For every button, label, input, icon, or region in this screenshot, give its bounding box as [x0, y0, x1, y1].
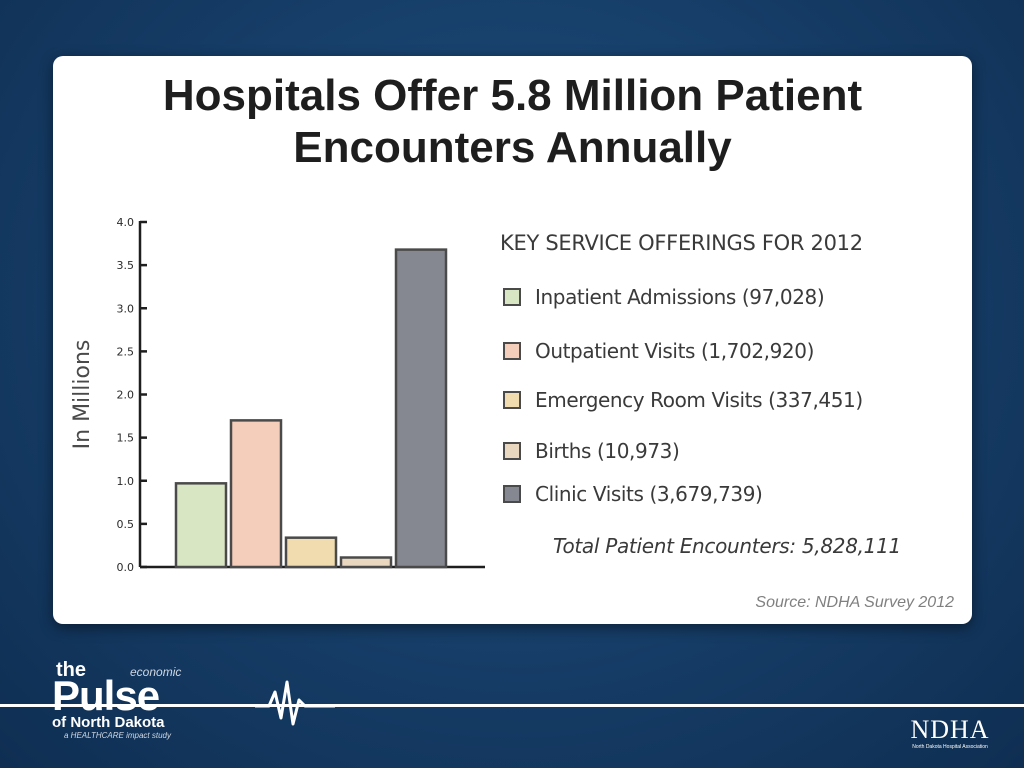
bar: [229, 419, 283, 569]
legend-swatch: [503, 391, 521, 409]
y-tick-label: 2.0: [117, 389, 135, 402]
legend-swatch: [503, 485, 521, 503]
logo-the: the: [56, 659, 86, 681]
bar: [339, 556, 393, 569]
legend-label: Emergency Room Visits (337,451): [535, 388, 863, 412]
y-tick-label: 0.0: [117, 561, 135, 574]
y-tick-label: 1.5: [117, 432, 135, 445]
legend-title: KEY SERVICE OFFERINGS FOR 2012: [500, 231, 863, 255]
y-tick-label: 0.5: [117, 518, 135, 531]
bar: [394, 248, 448, 569]
slide-card: Hospitals Offer 5.8 Million Patient Enco…: [53, 56, 972, 624]
legend-label: Clinic Visits (3,679,739): [535, 482, 763, 506]
legend-label: Births (10,973): [535, 439, 680, 463]
pulse-logo: the economic Pulse of North Dakota a HEA…: [52, 659, 212, 750]
y-tick-label: 3.0: [117, 302, 135, 315]
y-tick-label: 3.5: [117, 259, 135, 272]
legend-item: Inpatient Admissions (97,028): [503, 282, 825, 312]
slide-title-line-1: Hospitals Offer 5.8 Million Patient: [162, 71, 863, 120]
ndha-subtitle: North Dakota Hospital Association: [912, 744, 988, 750]
y-tick-label: 4.0: [117, 216, 135, 229]
legend-item: Births (10,973): [503, 436, 680, 466]
slide-title: Hospitals Offer 5.8 Million Patient Enco…: [53, 70, 972, 174]
legend-label: Outpatient Visits (1,702,920): [535, 339, 814, 363]
total-encounters: Total Patient Encounters: 5,828,111: [553, 534, 901, 558]
footer-divider: [0, 704, 1024, 707]
legend-item: Outpatient Visits (1,702,920): [503, 336, 814, 366]
source-note: Source: NDHA Survey 2012: [755, 594, 954, 611]
bar-chart: 0.0 0.5 1.0 1.5 2.0 2.5 3.0 3.5 4.0 In Millions: [70, 216, 485, 574]
y-tick-label: 1.0: [117, 475, 135, 488]
ndha-logo: NDHA North Dakota Hospital Association: [900, 716, 1000, 751]
logo-economic: economic: [130, 665, 182, 679]
logo-of-north-dakota: of North Dakota: [52, 714, 165, 731]
legend-label: Inpatient Admissions (97,028): [535, 285, 825, 309]
logo-pulse: Pulse: [52, 672, 160, 719]
bar: [284, 536, 338, 569]
heartbeat-icon: [255, 680, 335, 726]
legend-item: Clinic Visits (3,679,739): [503, 479, 763, 509]
y-tick-label: 2.5: [117, 345, 135, 358]
legend-swatch: [503, 442, 521, 460]
ndha-wordmark: NDHA: [910, 715, 990, 744]
logo-tagline: a HEALTHCARE impact study: [64, 731, 171, 740]
legend-item: Emergency Room Visits (337,451): [503, 385, 863, 415]
slide-title-line-2: Encounters Annually: [293, 123, 732, 172]
legend-swatch: [503, 288, 521, 306]
legend-swatch: [503, 342, 521, 360]
bar: [174, 482, 228, 569]
y-axis-label: In Millions: [70, 340, 95, 450]
